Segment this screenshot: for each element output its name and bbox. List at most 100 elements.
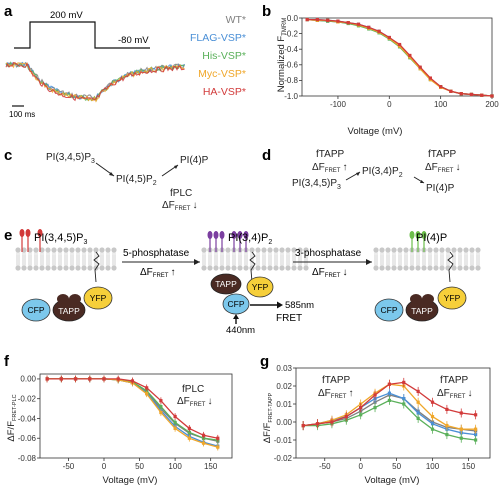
phospholipid-head: [201, 265, 207, 271]
data-point: [216, 445, 220, 449]
x-tick-label: 100: [426, 462, 440, 471]
legend-entry: His-VSP*: [202, 50, 246, 62]
data-point: [373, 393, 377, 397]
lipid-headgroup: [213, 231, 219, 239]
delta-fret-label: ΔFFRET ↓: [162, 200, 197, 212]
data-point: [474, 413, 478, 417]
phospholipid-head: [105, 265, 111, 271]
phospholipid-head: [379, 247, 385, 253]
x-tick-label: 100: [168, 462, 182, 471]
y-tick-label: 0.00: [276, 418, 292, 427]
delta-fret-up: ΔFFRET ↑: [312, 162, 347, 174]
phospholipid-head: [267, 265, 273, 271]
phospholipid-head: [219, 265, 225, 271]
phospholipid-head: [255, 247, 261, 253]
data-point: [416, 416, 420, 420]
phospholipid-head: [285, 265, 291, 271]
tapp-lobe: [69, 294, 81, 304]
data-point: [73, 377, 78, 381]
cfp-label: CFP: [28, 305, 45, 315]
phospholipid-head: [87, 265, 93, 271]
y-tick-label: 0.02: [276, 382, 292, 391]
phospholipid-head: [285, 247, 291, 253]
data-point: [430, 427, 435, 431]
lipid-headgroup: [37, 229, 43, 237]
data-point: [428, 76, 432, 80]
data-point: [459, 411, 463, 415]
phospholipid-head: [303, 265, 309, 271]
phospholipid-head: [51, 265, 57, 271]
x-tick-label: -100: [330, 100, 347, 109]
phospholipid-head: [279, 247, 285, 253]
tapp-lobe: [422, 294, 434, 304]
phospholipid-head: [225, 265, 231, 271]
data-point: [88, 377, 92, 381]
lipid-headgroup: [237, 231, 243, 239]
data-point: [387, 382, 392, 386]
data-point: [377, 29, 381, 33]
phospholipid-head: [63, 247, 69, 253]
data-point: [356, 22, 361, 26]
phospholipid-head: [297, 265, 303, 271]
phospholipid-head: [81, 247, 87, 253]
tapp-blob: [210, 273, 242, 295]
phospholipid-head: [15, 247, 21, 253]
chart-f: -50 0 50 100 150 0.00 -0.02 -0.04 -0.06 -0.08: [18, 373, 233, 471]
fret-label: FRET: [276, 313, 302, 324]
data-point: [430, 422, 435, 426]
yfp-blob: [246, 276, 274, 298]
sensor-unbound-right: YFP TAPP CFP: [374, 286, 467, 322]
tapp-label-1: fTAPP: [316, 149, 344, 160]
series-line: [307, 18, 493, 97]
data-point: [430, 400, 435, 404]
lipid-headgroup: [207, 231, 213, 239]
phospholipid-head: [21, 247, 27, 253]
y-axis-label-f: ΔF/FFRET-PLC: [6, 394, 18, 441]
phospholipid-head: [63, 265, 69, 271]
phospholipid-head: [397, 265, 403, 271]
data-point: [45, 377, 49, 381]
pi34p2-label: PI(3,4)P2: [362, 166, 403, 179]
data-point: [359, 413, 363, 417]
yfp-label: YFP: [252, 282, 269, 292]
tapp-label: TAPP: [411, 306, 433, 316]
phospholipid-head: [93, 247, 99, 253]
data-point: [474, 427, 478, 431]
x-tick-label: 0: [358, 462, 363, 471]
data-point: [216, 436, 220, 440]
yfp-blob: [83, 286, 113, 310]
phospholipid-head: [255, 265, 261, 271]
legend-entry: FLAG-VSP*: [190, 32, 246, 44]
series-line: [303, 399, 476, 441]
data-point: [173, 426, 177, 430]
tapp-label-2: fTAPP: [428, 149, 456, 160]
data-point: [459, 427, 463, 431]
phospholipid-head: [397, 247, 403, 253]
data-point: [480, 93, 484, 97]
lipid-headgroup: [19, 229, 25, 237]
phospholipid-head: [303, 247, 309, 253]
protocol-high-label: 200 mV: [50, 10, 83, 21]
y-tick-label: -0.4: [284, 45, 298, 54]
phospholipid-head: [391, 265, 397, 271]
data-point: [315, 422, 320, 426]
phospholipid-head: [427, 247, 433, 253]
phospholipid-head: [33, 247, 39, 253]
panel-label-e: e: [4, 227, 12, 244]
panel-label-g: g: [260, 353, 269, 370]
phospholipid-head: [39, 247, 45, 253]
data-point: [187, 426, 191, 430]
phospholipid-head: [75, 265, 81, 271]
phospholipid-head: [75, 247, 81, 253]
data-point: [367, 25, 371, 29]
phospholipid-head: [279, 265, 285, 271]
y-tick-label: -0.02: [274, 454, 293, 463]
data-point: [159, 405, 163, 409]
x-tick-label: -50: [63, 462, 75, 471]
y-tick-label: -0.01: [274, 436, 293, 445]
pi4p-label: PI(4)P: [426, 183, 455, 194]
yfp-blob: [437, 286, 467, 310]
emission-wavelength: 585nm: [285, 300, 314, 311]
data-point: [439, 85, 443, 89]
delta-fret-down: ΔFFRET ↓: [312, 267, 347, 279]
